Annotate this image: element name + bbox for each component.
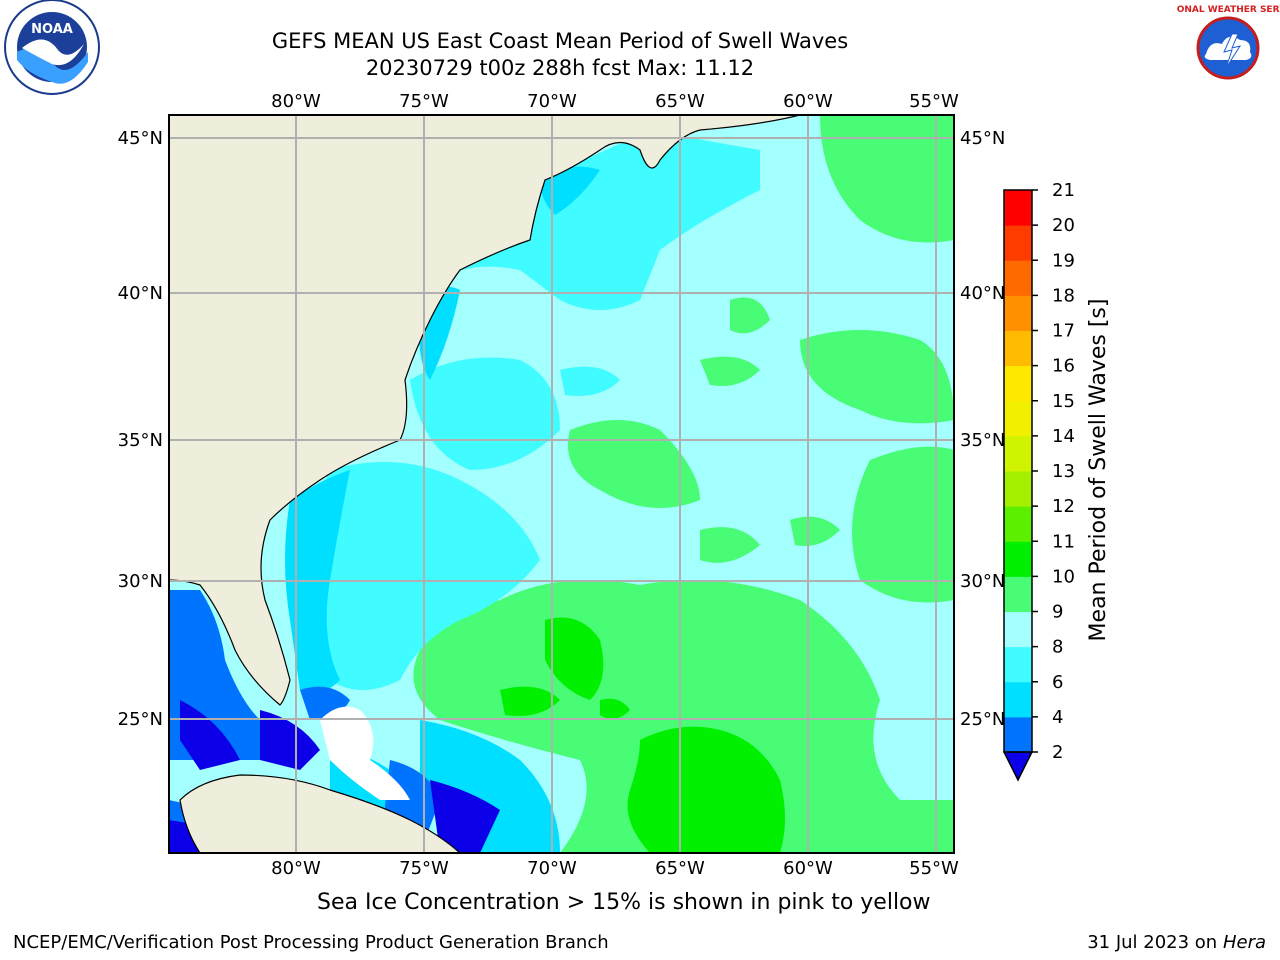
lat-label: 35°N <box>118 430 163 451</box>
colorbar-segment <box>1004 295 1032 331</box>
lat-label: 30°N <box>118 571 163 592</box>
colorbar-tick-label: 8 <box>1052 637 1063 658</box>
lon-label: 80°W <box>271 91 321 112</box>
colorbar-segment <box>1004 190 1032 226</box>
date-value: 31 Jul 2023 on <box>1087 932 1218 953</box>
lon-label: 65°W <box>655 858 705 879</box>
colorbar-tick-label: 13 <box>1052 461 1075 482</box>
sea-ice-caption: Sea Ice Concentration > 15% is shown in … <box>317 890 931 915</box>
colorbar-segment <box>1004 330 1032 367</box>
lon-labels-top: 80°W 75°W 70°W 65°W 60°W 55°W <box>271 91 959 112</box>
date-text: 31 Jul 2023 on Hera <box>1087 932 1266 953</box>
us-landmass <box>169 115 801 706</box>
map-frame <box>168 114 955 854</box>
lon-label: 70°W <box>527 858 577 879</box>
colorbar-segment <box>1004 365 1032 402</box>
colorbar-segment <box>1004 400 1032 437</box>
colorbar-tick-label: 21 <box>1052 180 1075 201</box>
colorbar-segment <box>1004 611 1032 648</box>
colorbar-segment <box>1004 716 1032 753</box>
colorbar-tick-label: 15 <box>1052 391 1075 412</box>
lon-label: 70°W <box>527 91 577 112</box>
colorbar-segment <box>1004 260 1032 296</box>
lon-label: 75°W <box>399 858 449 879</box>
colorbar-tick-label: 19 <box>1052 250 1075 271</box>
colorbar-tick-label: 12 <box>1052 496 1075 517</box>
colorbar-tick-label: 4 <box>1052 707 1063 728</box>
colorbar-tick-label: 18 <box>1052 285 1075 306</box>
lon-label: 60°W <box>783 91 833 112</box>
lat-label: 40°N <box>960 283 1005 304</box>
colorbar-label: Mean Period of Swell Waves [s] <box>1086 299 1111 642</box>
colorbar-segment <box>1004 435 1032 472</box>
chart-subtitle: 20230729 t00z 288h fcst Max: 11.12 <box>365 56 755 80</box>
colorbar-segment <box>1004 681 1032 718</box>
colorbar-tick-label: 9 <box>1052 602 1063 623</box>
chart-title: GEFS MEAN US East Coast Mean Period of S… <box>271 29 849 53</box>
graticule <box>169 115 954 853</box>
credit-text: NCEP/EMC/Verification Post Processing Pr… <box>13 932 609 953</box>
lat-label: 25°N <box>118 709 163 730</box>
colorbar-tick-label: 6 <box>1052 672 1063 693</box>
missing-data-region <box>320 706 410 800</box>
colorbar-tick-label: 2 <box>1052 742 1063 763</box>
nws-logo: NATIONAL WEATHER SERVICE <box>1176 2 1280 94</box>
lat-label: 40°N <box>118 283 163 304</box>
lon-label: 55°W <box>909 91 959 112</box>
colorbar-segment <box>1004 576 1032 612</box>
lat-labels-right: 45°N 40°N 35°N 30°N 25°N <box>960 128 1005 730</box>
colorbar-segment <box>1004 646 1032 683</box>
colorbar-segment <box>1004 506 1032 542</box>
noaa-logo: NOAA <box>4 0 100 95</box>
lat-label: 25°N <box>960 709 1005 730</box>
colorbar-tick-label: 11 <box>1052 531 1075 552</box>
lat-labels-left: 45°N 40°N 35°N 30°N 25°N <box>118 128 163 730</box>
lon-label: 75°W <box>399 91 449 112</box>
nws-logo-text: NATIONAL WEATHER SERVICE <box>1176 5 1280 15</box>
lat-label: 45°N <box>960 128 1005 149</box>
lon-label: 55°W <box>909 858 959 879</box>
colorbar-segment <box>1004 225 1032 261</box>
lat-label: 45°N <box>118 128 163 149</box>
lat-label: 35°N <box>960 430 1005 451</box>
colorbar-tick-label: 10 <box>1052 566 1075 587</box>
colorbar-tick-label: 16 <box>1052 356 1075 377</box>
colorbar-extension <box>1002 751 1034 782</box>
colorbar: 2 4 6 8 9 10 11 12 13 14 15 16 17 18 19 20 21 <box>1002 180 1075 782</box>
colorbar-tick-label: 14 <box>1052 426 1075 447</box>
colorbar-segment <box>1004 541 1032 577</box>
lon-label: 80°W <box>271 858 321 879</box>
lon-label: 65°W <box>655 91 705 112</box>
colorbar-tick-label: 20 <box>1052 215 1075 236</box>
machine-name: Hera <box>1222 932 1266 953</box>
colorbar-segment <box>1004 471 1032 507</box>
colorbar-tick-label: 17 <box>1052 321 1075 342</box>
lat-label: 30°N <box>960 571 1005 592</box>
noaa-logo-text: NOAA <box>31 22 73 37</box>
lon-label: 60°W <box>783 858 833 879</box>
swell-10-11s-region <box>500 617 785 853</box>
lon-labels-bottom: 80°W 75°W 70°W 65°W 60°W 55°W <box>271 858 959 879</box>
